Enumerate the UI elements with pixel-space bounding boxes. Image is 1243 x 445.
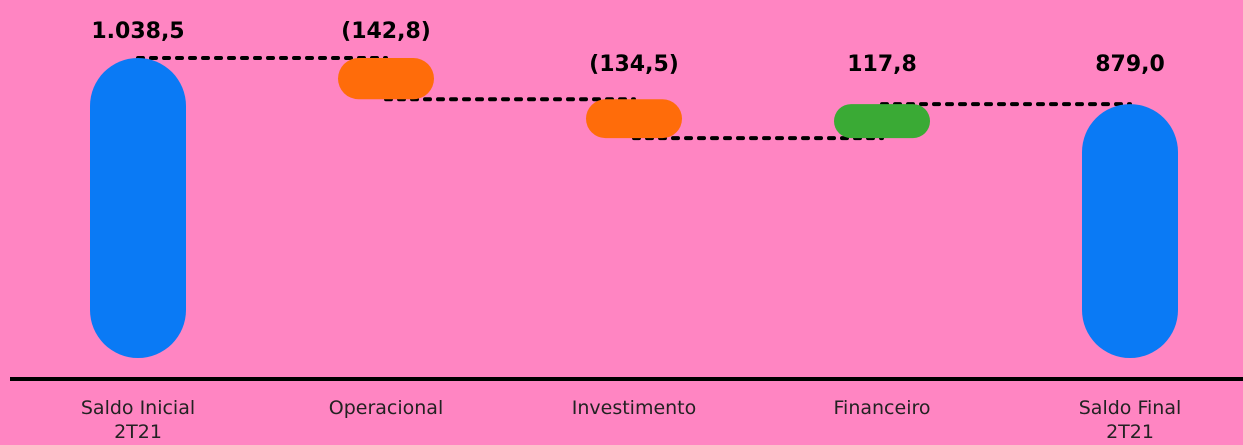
connector-lines <box>136 56 1132 141</box>
bars <box>90 58 1178 358</box>
bar-5 <box>1082 104 1178 358</box>
bar-4 <box>834 104 930 139</box>
bar-1 <box>90 58 186 358</box>
value-label-5: 879,0 <box>1095 52 1165 77</box>
category-labels: Saldo Inicial 2T21 Operacional Investimento… <box>81 397 1181 443</box>
bar-3 <box>586 99 682 139</box>
value-label-2: (142,8) <box>341 19 431 44</box>
category-label-5: Saldo Final 2T21 <box>1079 397 1182 443</box>
value-label-1: 1.038,5 <box>91 19 184 44</box>
value-label-3: (134,5) <box>589 52 679 77</box>
value-label-4: 117,8 <box>847 52 917 77</box>
value-labels: 1.038,5 (142,8) (134,5) 117,8 879,0 <box>91 19 1164 77</box>
category-label-3: Investimento <box>572 397 697 419</box>
bar-2 <box>338 58 434 100</box>
category-label-4: Financeiro <box>834 397 931 419</box>
category-label-1: Saldo Inicial 2T21 <box>81 397 195 443</box>
category-label-2: Operacional <box>329 397 443 419</box>
